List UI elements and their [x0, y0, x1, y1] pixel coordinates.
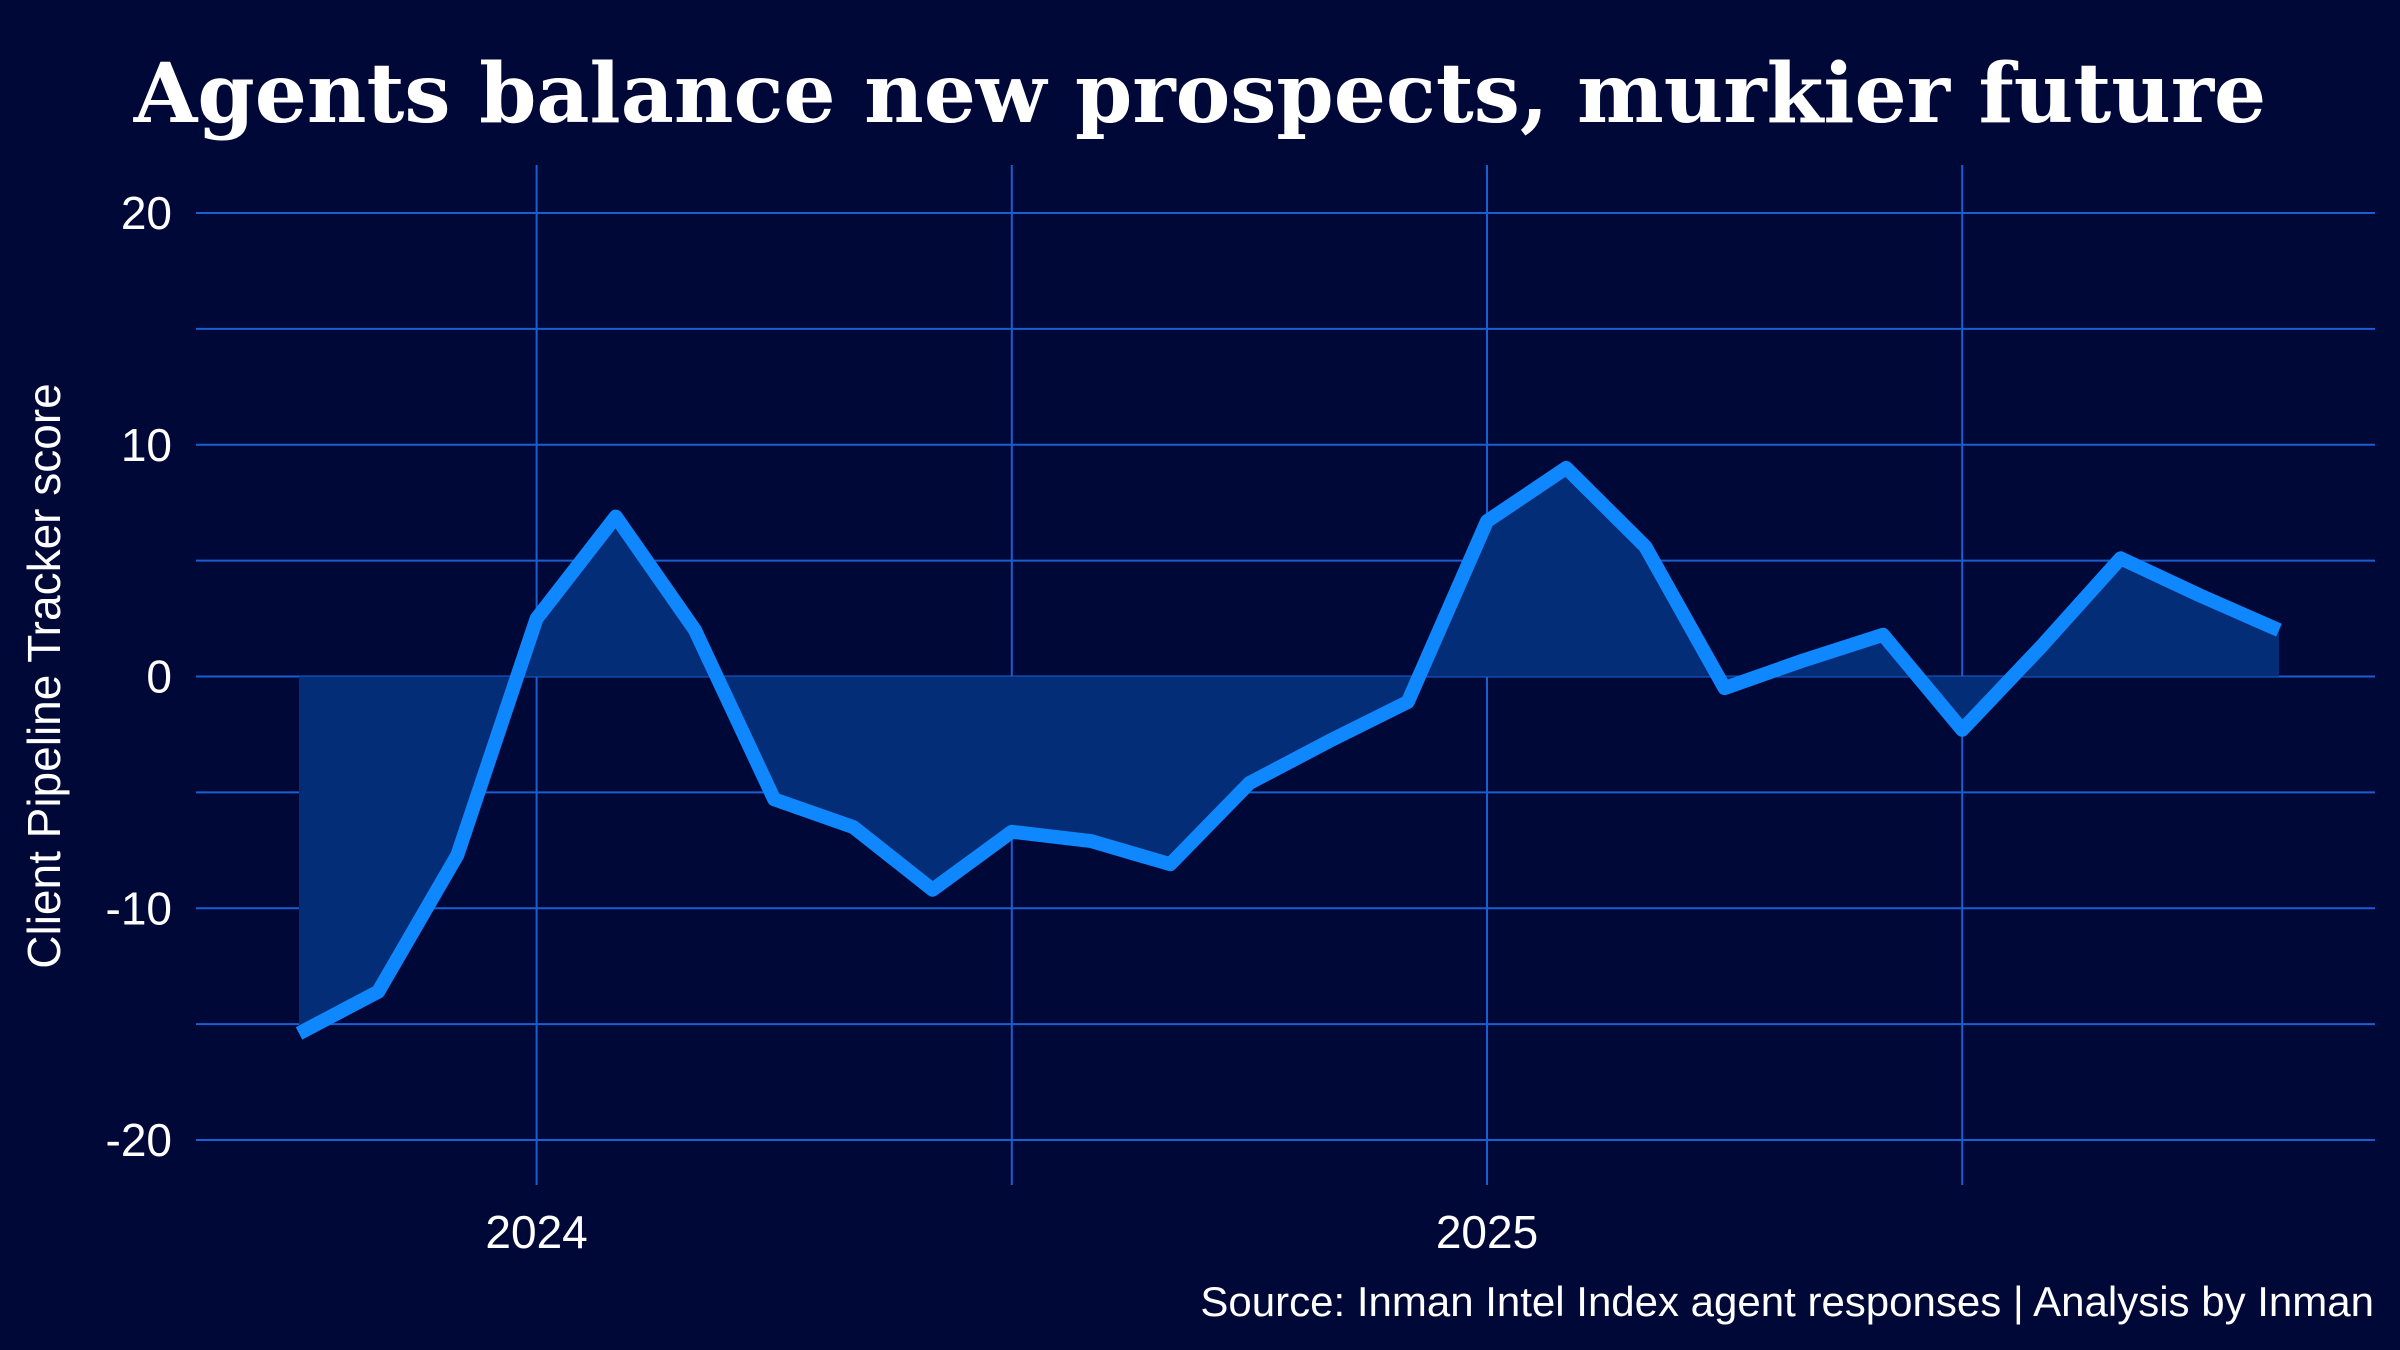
x-tick-label: 2024	[485, 1206, 587, 1258]
chart-title: Agents balance new prospects, murkier fu…	[133, 46, 2266, 142]
area-fill	[299, 467, 2279, 1034]
y-axis-label: Client Pipeline Tracker score	[18, 383, 70, 968]
y-tick-label: -20	[106, 1114, 172, 1166]
y-tick-label: 10	[121, 419, 172, 471]
x-axis-ticks: 2024 2025	[485, 1206, 1538, 1258]
y-tick-label: 0	[146, 651, 172, 703]
series-line	[295, 460, 2282, 1040]
y-tick-label: -10	[106, 882, 172, 934]
y-axis-ticks: -20 -10 0 10 20	[106, 187, 172, 1166]
y-tick-label: 20	[121, 187, 172, 239]
x-tick-label: 2025	[1436, 1206, 1538, 1258]
source-note: Source: Inman Intel Index agent response…	[1200, 1278, 2374, 1325]
